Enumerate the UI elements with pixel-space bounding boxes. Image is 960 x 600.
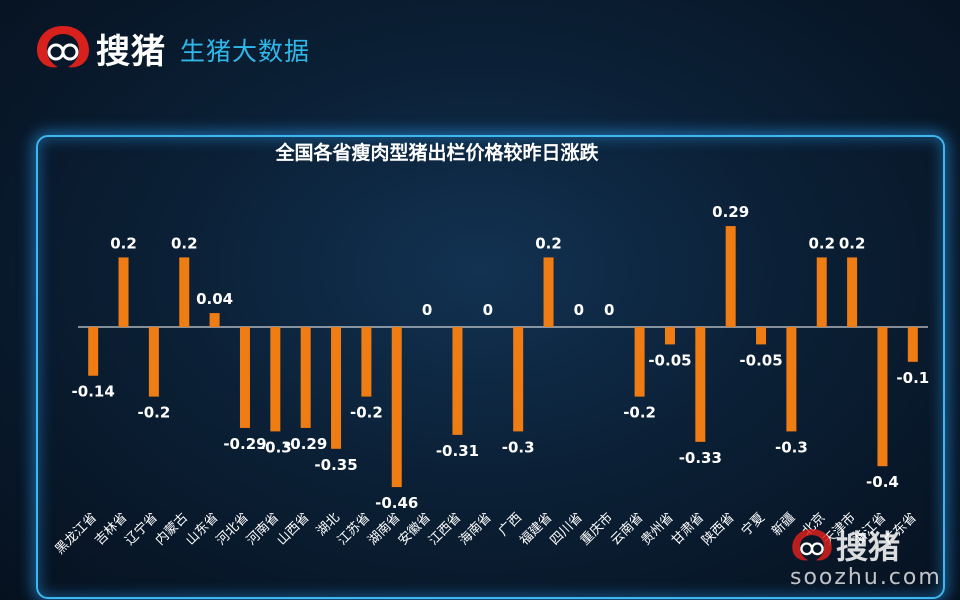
bar (300, 327, 311, 428)
bar (513, 327, 524, 432)
category-label: 福建省 (517, 510, 555, 548)
data-label: -0.35 (314, 456, 357, 474)
data-label: 0.2 (110, 234, 137, 252)
bar (543, 257, 554, 327)
bar (179, 257, 190, 327)
bar (847, 257, 858, 327)
data-label: 0 (574, 301, 584, 319)
category-label: 吉林省 (92, 510, 130, 548)
brand-subtitle: 生猪大数据 (180, 37, 311, 66)
data-label: 0.2 (171, 234, 198, 252)
data-label: -0.4 (866, 473, 899, 491)
data-label: 0.2 (839, 234, 866, 252)
bar (239, 327, 250, 428)
data-label: -0.3 (775, 438, 808, 456)
data-label: -0.3 (502, 438, 535, 456)
chart-panel (36, 135, 945, 599)
data-label: -0.33 (679, 449, 722, 467)
category-label: 江西省 (426, 510, 464, 548)
data-label: 0 (422, 301, 432, 319)
bar (270, 327, 281, 432)
data-label: -0.05 (648, 351, 691, 369)
data-label: -0.46 (375, 494, 418, 512)
bar (664, 327, 675, 345)
category-label: 四川省 (548, 510, 586, 548)
bar (695, 327, 706, 442)
category-label: 贵州省 (639, 510, 677, 548)
category-label: 山西省 (274, 510, 312, 548)
category-label: 黑龙江省 (53, 510, 100, 557)
category-label: 江苏省 (334, 510, 373, 549)
data-label: 0.29 (712, 203, 749, 221)
data-label: -0.2 (350, 404, 383, 422)
category-label: 安徽省 (396, 510, 434, 548)
bar (209, 313, 220, 327)
category-label: 重庆市 (577, 510, 616, 549)
data-label: 0.2 (535, 234, 562, 252)
category-label: 云南省 (608, 510, 647, 549)
soozhu-logo-icon (37, 26, 89, 68)
data-label: -0.29 (284, 435, 327, 453)
bar (786, 327, 797, 432)
bar (391, 327, 402, 488)
watermark-logo-icon (792, 529, 832, 561)
bar (725, 226, 736, 327)
data-label: 0 (483, 301, 493, 319)
chart-title: 全国各省瘦肉型猪出栏价格较昨日涨跌 (275, 142, 599, 164)
watermark-brand: 搜猪 (836, 528, 901, 566)
bar (907, 327, 918, 362)
bar (118, 257, 129, 327)
data-label: -0.14 (72, 383, 115, 401)
bar (756, 327, 767, 345)
bar (452, 327, 463, 435)
category-label: 宁夏 (738, 510, 768, 540)
category-label: 海南省 (456, 510, 495, 549)
data-label: -0.29 (223, 435, 266, 453)
category-label: 山东省 (183, 510, 221, 548)
bar (816, 257, 827, 327)
data-label: -0.2 (623, 404, 656, 422)
bar (634, 327, 645, 397)
category-label: 甘肃省 (669, 510, 707, 548)
data-label: 0.04 (196, 290, 233, 308)
category-label: 陕西省 (699, 510, 737, 548)
data-label: -0.2 (137, 404, 170, 422)
bar (361, 327, 372, 397)
brand-name: 搜猪 (96, 32, 166, 72)
data-label: -0.1 (896, 369, 929, 387)
bar (88, 327, 99, 376)
category-label: 湖南省 (365, 510, 404, 549)
bar (877, 327, 888, 467)
category-label: 河南省 (243, 510, 282, 549)
category-label: 辽宁省 (122, 510, 161, 549)
data-label: 0 (604, 301, 614, 319)
watermark-url: soozhu.com (790, 565, 942, 590)
category-label: 内蒙古 (152, 510, 191, 549)
bar (148, 327, 159, 397)
data-label: -0.3 (259, 438, 292, 456)
data-label: -0.31 (436, 442, 479, 460)
data-label: 0.2 (808, 234, 835, 252)
category-label: 河北省 (214, 510, 252, 548)
data-label: -0.05 (739, 351, 782, 369)
bar (331, 327, 342, 449)
